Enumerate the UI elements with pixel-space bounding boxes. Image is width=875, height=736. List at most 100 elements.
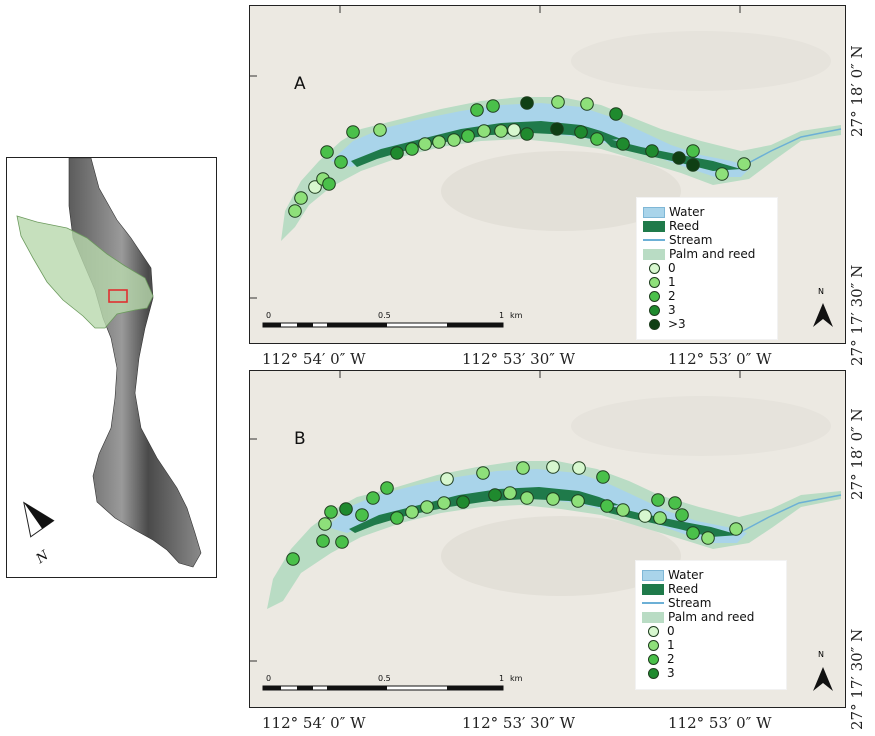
sampling-point bbox=[520, 127, 534, 141]
legend-b-class-0: 0 bbox=[642, 624, 780, 638]
sampling-point bbox=[322, 177, 336, 191]
panel-a-letter: A bbox=[294, 74, 306, 94]
sampling-point bbox=[551, 95, 565, 109]
inset-map: N bbox=[16, 157, 202, 568]
sampling-point bbox=[366, 491, 380, 505]
sampling-point bbox=[571, 494, 585, 508]
legend-b-reed: Reed bbox=[642, 582, 780, 596]
panel-a-lon-left: 112° 54′ 0″ W bbox=[262, 350, 366, 368]
sampling-point bbox=[507, 123, 521, 137]
legend-a-class-3: 3 bbox=[643, 303, 771, 317]
sampling-point bbox=[294, 191, 308, 205]
sampling-point bbox=[420, 500, 434, 514]
sampling-point bbox=[477, 124, 491, 138]
sampling-point bbox=[432, 135, 446, 149]
inset-north-arrow bbox=[23, 501, 55, 538]
sampling-point bbox=[616, 503, 630, 517]
sampling-point bbox=[574, 125, 588, 139]
legend-b-water: Water bbox=[642, 568, 780, 582]
water-body bbox=[331, 103, 751, 177]
legend-a-water: Water bbox=[643, 205, 771, 219]
inset-north-label: N bbox=[33, 548, 52, 568]
inset-map-frame: N bbox=[6, 157, 217, 578]
north-arrow-a bbox=[813, 303, 833, 327]
sampling-point bbox=[503, 486, 517, 500]
sampling-point bbox=[672, 151, 686, 165]
panel-b-canvas bbox=[250, 371, 842, 691]
sampling-point bbox=[686, 144, 700, 158]
panel-a-canvas bbox=[250, 6, 842, 328]
sampling-point bbox=[373, 123, 387, 137]
sampling-point bbox=[516, 461, 530, 475]
sampling-point bbox=[609, 107, 623, 121]
sampling-point bbox=[286, 552, 300, 566]
panel-b-letter: B bbox=[294, 429, 306, 449]
peninsula-landmass bbox=[68, 157, 202, 568]
sampling-point bbox=[572, 461, 586, 475]
legend-b-stream: Stream bbox=[642, 596, 780, 610]
legend-a-palm-reed: Palm and reed bbox=[643, 247, 771, 261]
sampling-point bbox=[651, 493, 665, 507]
sampling-point bbox=[520, 491, 534, 505]
sampling-point bbox=[737, 157, 751, 171]
sampling-point bbox=[596, 470, 610, 484]
sampling-point bbox=[288, 204, 302, 218]
sampling-point bbox=[355, 508, 369, 522]
legend-b-class-1: 1 bbox=[642, 638, 780, 652]
legend-a-class-2: 2 bbox=[643, 289, 771, 303]
stream-line bbox=[740, 128, 842, 168]
legend-b: Water Reed Stream Palm and reed 0 1 2 3 bbox=[636, 561, 786, 689]
scale-b-unit: km bbox=[510, 674, 523, 683]
panel-b-lat-top: 27° 18′ 0″ N bbox=[848, 408, 866, 500]
sampling-point bbox=[437, 496, 451, 510]
scale-a-zero: 0 bbox=[266, 311, 272, 320]
sampling-point bbox=[494, 124, 508, 138]
sampling-point bbox=[729, 522, 743, 536]
panel-b-map: B 0 0.5 1 km N Water Reed Stream Palm an… bbox=[249, 370, 846, 708]
sampling-point bbox=[715, 167, 729, 181]
sampling-point bbox=[440, 472, 454, 486]
panel-a-lon-mid: 112° 53′ 30″ W bbox=[462, 350, 576, 368]
sampling-point bbox=[320, 145, 334, 159]
sampling-point bbox=[335, 535, 349, 549]
legend-a-class-1: 1 bbox=[643, 275, 771, 289]
sampling-point bbox=[316, 534, 330, 548]
legend-a: Water Reed Stream Palm and reed 0 1 2 3 … bbox=[637, 198, 777, 339]
legend-b-class-2: 2 bbox=[642, 652, 780, 666]
sampling-point bbox=[590, 132, 604, 146]
legend-a-class-gt3: >3 bbox=[643, 317, 771, 331]
panel-a-map: A 0 0.5 1 km N Water Reed Stream Palm an… bbox=[249, 5, 846, 344]
north-label-b: N bbox=[818, 650, 824, 659]
scale-a-one: 1 bbox=[499, 311, 505, 320]
sampling-point bbox=[580, 97, 594, 111]
panel-b-lon-left: 112° 54′ 0″ W bbox=[262, 714, 366, 732]
water-body-b bbox=[327, 469, 747, 543]
sampling-point bbox=[339, 502, 353, 516]
panel-b-lon-right: 112° 53′ 0″ W bbox=[668, 714, 772, 732]
sampling-point bbox=[486, 99, 500, 113]
sampling-point bbox=[600, 499, 614, 513]
scale-bar-a bbox=[262, 322, 504, 328]
scale-b-one: 1 bbox=[499, 674, 505, 683]
sampling-point bbox=[616, 137, 630, 151]
sampling-point bbox=[318, 517, 332, 531]
sampling-point bbox=[456, 495, 470, 509]
sampling-point bbox=[418, 137, 432, 151]
sampling-point bbox=[520, 96, 534, 110]
sampling-points-a bbox=[288, 95, 751, 218]
sampling-point bbox=[405, 505, 419, 519]
sampling-point bbox=[346, 125, 360, 139]
study-area-box bbox=[108, 289, 128, 303]
sampling-points-b bbox=[286, 460, 743, 566]
sampling-point bbox=[470, 103, 484, 117]
stream-line-b bbox=[738, 494, 842, 534]
scale-a-half: 0.5 bbox=[378, 311, 391, 320]
sampling-point bbox=[546, 492, 560, 506]
sampling-point bbox=[653, 511, 667, 525]
legend-b-class-3: 3 bbox=[642, 666, 780, 680]
north-arrow-b bbox=[813, 667, 833, 691]
legend-b-palm-reed: Palm and reed bbox=[642, 610, 780, 624]
sampling-point bbox=[461, 129, 475, 143]
sampling-point bbox=[308, 180, 322, 194]
sampling-point bbox=[447, 133, 461, 147]
